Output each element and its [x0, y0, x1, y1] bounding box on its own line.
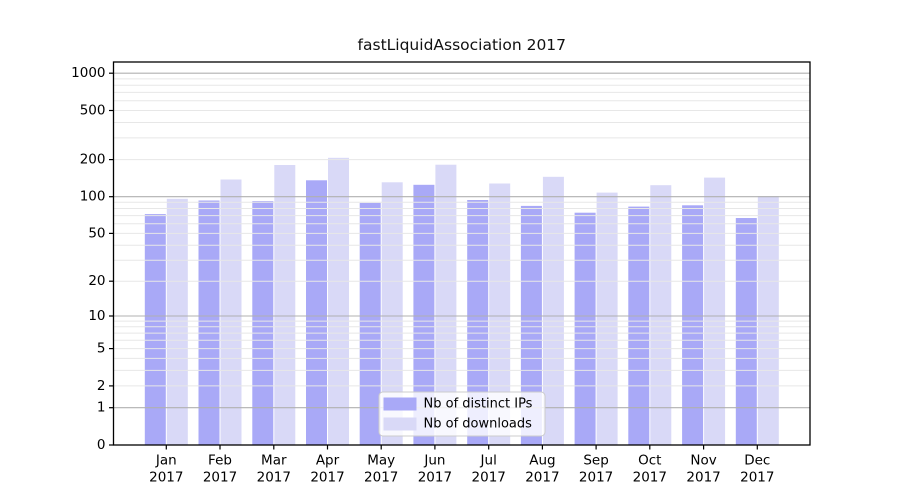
gridlines-layer [113, 72, 810, 409]
x-tick-label-month: Sep [583, 453, 608, 469]
x-tick-label-year: 2017 [579, 470, 613, 486]
y-tick-label: 10 [88, 308, 105, 324]
legend-label-series1: Nb of downloads [424, 417, 533, 432]
y-tick-label: 1 [97, 400, 106, 416]
bar-jun-series1 [435, 164, 457, 445]
x-tick-label-year: 2017 [310, 470, 344, 486]
y-tick-label: 500 [80, 103, 106, 119]
bar-oct-series1 [650, 185, 672, 445]
bar-sep-series1 [596, 192, 618, 445]
x-tick-label-month: Mar [261, 453, 287, 469]
x-tick-label-month: Oct [638, 453, 661, 469]
x-tick-label-month: Nov [690, 453, 716, 469]
y-tick-label: 200 [80, 152, 106, 168]
y-tick-label: 0 [97, 437, 106, 453]
x-tick-label-month: Dec [744, 453, 770, 469]
bar-mar-series1 [274, 165, 296, 445]
legend: Nb of distinct IPs Nb of downloads [378, 391, 546, 437]
bar-may-series0 [359, 202, 381, 445]
bar-dec-series1 [757, 196, 779, 445]
chart-title: fastLiquidAssociation 2017 [358, 36, 567, 54]
legend-swatch-series0 [383, 397, 417, 411]
x-tick-label-year: 2017 [472, 470, 506, 486]
bars-layer [144, 157, 779, 446]
bar-dec-series0 [735, 218, 757, 445]
x-tick-label-month: Jan [155, 453, 177, 469]
legend-swatch-series1 [383, 417, 417, 431]
bar-nov-series0 [682, 205, 704, 445]
x-tick-label-year: 2017 [525, 470, 559, 486]
bar-apr-series1 [328, 157, 349, 446]
bar-jul-series1 [489, 183, 511, 445]
x-tick-label-year: 2017 [633, 470, 667, 486]
bar-nov-series1 [704, 177, 726, 445]
x-tick-label-year: 2017 [364, 470, 398, 486]
plot-border [112, 61, 811, 446]
bar-aug-series1 [542, 176, 564, 446]
x-tick-label-month: May [367, 453, 395, 469]
x-tick-label-month: Apr [316, 453, 340, 469]
legend-label-series0: Nb of distinct IPs [424, 397, 533, 412]
x-tick-label-month: Feb [208, 453, 232, 469]
x-tick-label-month: Jun [423, 453, 445, 469]
y-tick-label: 2 [97, 378, 106, 394]
x-tick-label-year: 2017 [257, 470, 291, 486]
x-tick-label-year: 2017 [740, 470, 774, 486]
bar-may-series1 [381, 182, 403, 446]
y-tick-label: 1000 [71, 65, 105, 81]
bar-feb-series0 [198, 200, 220, 445]
bar-jan-series0 [144, 214, 166, 445]
y-tick-label: 50 [88, 225, 105, 241]
bar-mar-series0 [252, 201, 274, 445]
bar-apr-series0 [306, 180, 327, 446]
bar-jun-series0 [413, 184, 435, 446]
x-tick-label-year: 2017 [418, 470, 452, 486]
y-tick-label: 20 [88, 273, 105, 289]
x-tick-label-month: Jul [480, 453, 497, 469]
bar-oct-series0 [628, 206, 650, 445]
y-tick-label: 5 [97, 341, 106, 357]
x-tick-label-year: 2017 [686, 470, 720, 486]
x-tick-label-year: 2017 [203, 470, 237, 486]
x-tick-label-year: 2017 [149, 470, 183, 486]
bar-aug-series0 [520, 205, 542, 445]
bar-feb-series1 [220, 179, 242, 445]
axes-layer: 01251020501002005001000Jan2017Feb2017Mar… [71, 61, 811, 486]
bar-jul-series0 [467, 200, 489, 445]
x-tick-label-month: Aug [529, 453, 555, 469]
bar-sep-series0 [574, 212, 596, 445]
legend-box [378, 391, 546, 437]
y-tick-label: 100 [80, 189, 106, 205]
